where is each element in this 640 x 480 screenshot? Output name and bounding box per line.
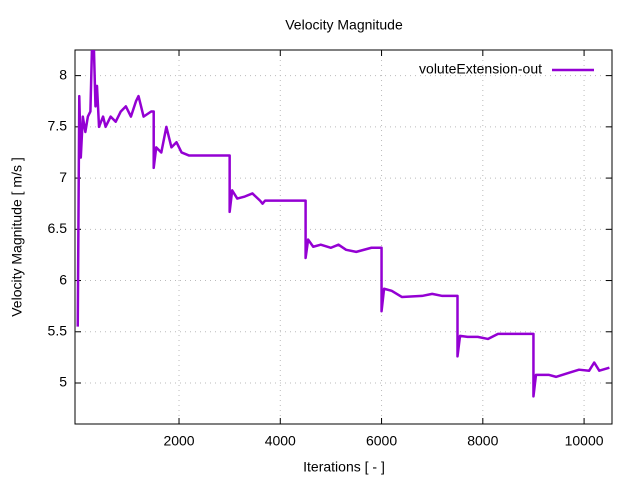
plot-frame xyxy=(74,49,613,425)
y-tick-label: 6 xyxy=(59,271,67,287)
x-tick-label: 6000 xyxy=(366,433,397,449)
legend-label: voluteExtension-out xyxy=(419,61,542,77)
y-axis-label: Velocity Magnitude [ m/s ] xyxy=(9,157,25,317)
chart-title: Velocity Magnitude xyxy=(285,17,403,33)
y-tick-label: 5.5 xyxy=(48,322,68,338)
y-tick-label: 6.5 xyxy=(48,220,68,236)
y-tick-label: 7.5 xyxy=(48,118,68,134)
y-tick-label: 7 xyxy=(59,169,67,185)
x-tick-label: 4000 xyxy=(265,433,296,449)
line-series xyxy=(76,50,610,398)
x-axis-label: Iterations [ - ] xyxy=(303,459,385,475)
x-tick-label: 8000 xyxy=(467,433,498,449)
x-tick-label: 10000 xyxy=(565,433,604,449)
x-tick-label: 2000 xyxy=(163,433,194,449)
y-tick-label: 5 xyxy=(59,374,67,390)
y-tick-label: 8 xyxy=(59,66,67,82)
